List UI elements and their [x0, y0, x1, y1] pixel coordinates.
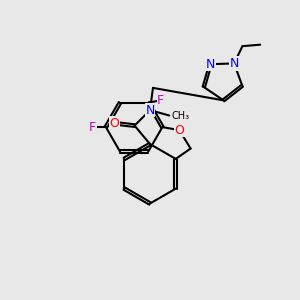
Text: O: O — [174, 124, 184, 136]
Text: F: F — [89, 121, 96, 134]
Text: N: N — [145, 104, 155, 117]
Text: N: N — [230, 57, 239, 70]
Text: F: F — [157, 94, 164, 107]
Text: CH₃: CH₃ — [172, 110, 190, 121]
Text: N: N — [206, 58, 215, 71]
Text: O: O — [110, 117, 119, 130]
